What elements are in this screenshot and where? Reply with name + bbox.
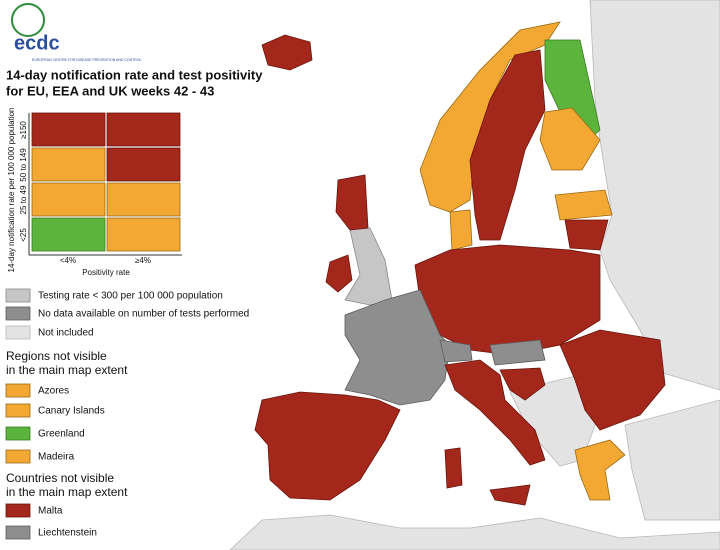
iceland: [261, 34, 313, 71]
legend-label: No data available on number of tests per…: [38, 309, 249, 320]
sweden: [469, 49, 546, 241]
estonia-latvia: [554, 189, 613, 221]
legend-label: Testing rate < 300 per 100 000 populatio…: [38, 291, 223, 302]
croatia: [499, 367, 546, 401]
not-included-africa: [229, 514, 720, 550]
region-swatch: [5, 403, 31, 418]
logo-name: ecdc: [14, 32, 60, 54]
country-swatch: [5, 503, 31, 518]
matrix-cell: [106, 182, 181, 217]
italy: [444, 359, 546, 466]
matrix-cell: [31, 147, 106, 182]
logo-subtitle: EUROPEAN CENTRE FOR DISEASE PREVENTION A…: [32, 58, 142, 62]
scotland: [335, 174, 369, 231]
region-swatch: [5, 449, 31, 464]
matrix-row-label: 25 to 49: [19, 185, 28, 214]
countries-heading: Countries not visible: [6, 471, 114, 485]
matrix-row-label: ≥150: [19, 121, 28, 139]
lithuania: [564, 219, 609, 251]
france: [344, 289, 451, 406]
matrix: 14-day notification rate per 100 000 pop…: [7, 107, 182, 277]
slovenia-area: [489, 339, 546, 366]
title: for EU, EEA and UK weeks 42 - 43: [6, 83, 214, 98]
matrix-column-label: <4%: [60, 256, 76, 265]
iberia: [254, 391, 401, 501]
legend-swatch: [5, 288, 31, 303]
country-swatch: [5, 525, 31, 540]
legend-swatch: [5, 325, 31, 340]
title: 14-day notification rate and test positi…: [6, 67, 263, 82]
matrix-row-label: <25: [19, 228, 28, 242]
matrix-cell: [106, 217, 181, 252]
matrix-cell: [106, 147, 181, 182]
matrix-column-label: ≥4%: [135, 256, 151, 265]
logo-globe: [11, 3, 45, 37]
region-label: Canary Islands: [38, 406, 105, 417]
denmark: [449, 209, 473, 251]
sicily: [489, 484, 531, 506]
region-label: Madeira: [38, 452, 75, 463]
not-included-east: [589, 0, 720, 391]
sardinia: [444, 447, 463, 489]
region-swatch: [5, 383, 31, 398]
ireland: [325, 254, 353, 293]
matrix-row-label: 50 to 149: [19, 148, 28, 182]
region-label: Azores: [38, 386, 69, 397]
countries-heading: in the main map extent: [6, 485, 128, 499]
romania-bulgaria: [559, 329, 666, 431]
matrix-cell: [31, 112, 106, 147]
regions-heading: in the main map extent: [6, 363, 128, 377]
matrix-cell: [31, 217, 106, 252]
region-swatch: [5, 426, 31, 441]
matrix-cell: [106, 112, 181, 147]
map-shapes: [229, 0, 720, 550]
matrix-y-label: 14-day notification rate per 100 000 pop…: [7, 107, 16, 272]
matrix-cell: [31, 182, 106, 217]
logo: ecdc EUROPEAN CENTRE FOR DISEASE PREVENT…: [11, 3, 142, 62]
country-label: Liechtenstein: [38, 528, 97, 539]
regions-heading: Regions not visible: [6, 349, 107, 363]
not-included-turkey: [624, 399, 720, 521]
legend: Testing rate < 300 per 100 000 populatio…: [5, 288, 249, 540]
country-label: Malta: [38, 506, 63, 517]
switzerland: [439, 339, 473, 363]
legend-label: Not included: [38, 328, 94, 339]
matrix-x-label: Positivity rate: [82, 268, 130, 277]
finland-south: [539, 107, 601, 171]
legend-swatch: [5, 306, 31, 321]
uk: [344, 227, 393, 306]
region-label: Greenland: [38, 429, 85, 440]
greece: [574, 439, 626, 501]
